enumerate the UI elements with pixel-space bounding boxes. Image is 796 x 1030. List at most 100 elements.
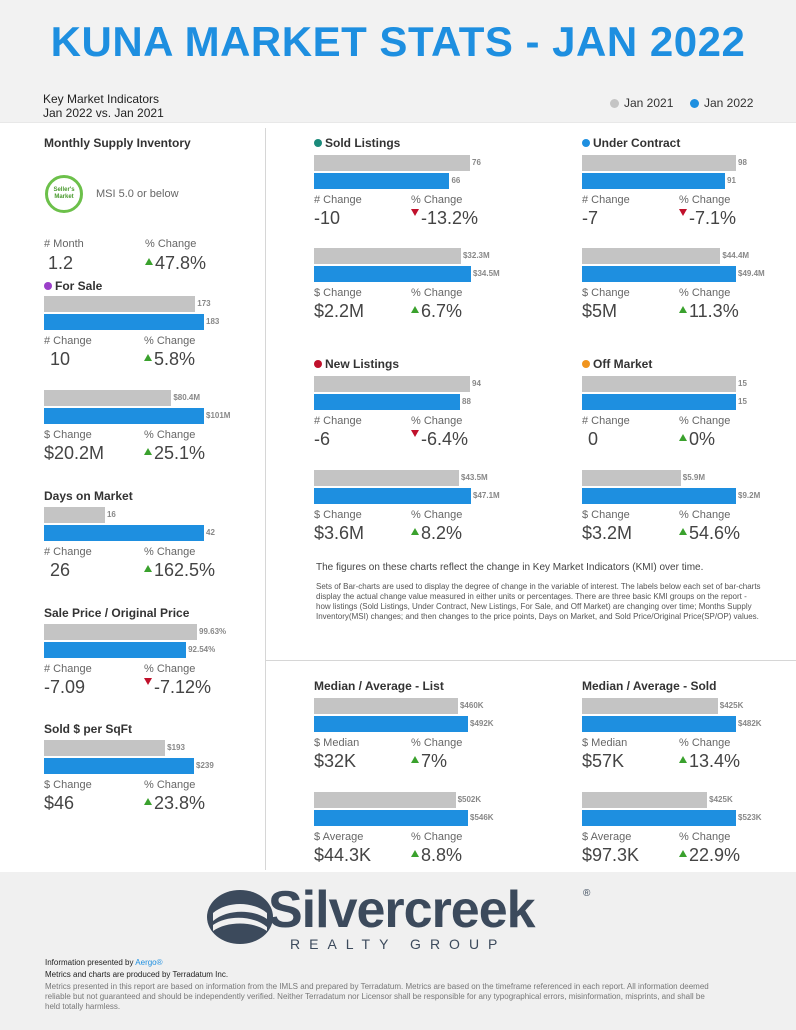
kmi-line2: Jan 2022 vs. Jan 2021	[43, 106, 164, 120]
change-label: $ Average	[314, 831, 364, 843]
change-label: # Change	[44, 663, 92, 675]
aergo-link[interactable]: Aergo®	[135, 958, 163, 967]
bar-jan2021	[582, 792, 708, 808]
bar-label-jan2022: 91	[727, 176, 736, 185]
change-label: # Change	[44, 546, 92, 558]
section-title-text: Sale Price / Original Price	[44, 606, 190, 620]
section-dot-icon	[314, 360, 322, 368]
bar-jan2021	[44, 296, 196, 312]
change-value: $46	[44, 793, 75, 813]
change-label: # Change	[582, 415, 630, 427]
change-label: # Change	[314, 194, 362, 206]
sellers-market-icon: Seller's Market	[45, 175, 83, 213]
msi-pct-value: 47.8%	[145, 253, 206, 274]
logo-subtitle: REALTY GROUP	[290, 936, 507, 952]
pct-value: 54.6%	[679, 523, 740, 544]
section-dot-icon	[44, 282, 52, 290]
bar-jan2021	[314, 470, 459, 486]
presented-by: Information presented by Aergo®	[45, 958, 163, 967]
down-arrow-icon	[679, 209, 687, 216]
section-dot-icon	[582, 139, 590, 147]
legend-label: Jan 2022	[704, 96, 754, 110]
change-value: 26	[50, 560, 71, 580]
change-label: # Change	[44, 335, 92, 347]
pct-label: % Change	[144, 779, 196, 791]
bar-label-jan2021: 99.63%	[199, 627, 227, 636]
pct-text: -13.2%	[421, 208, 479, 228]
section-title: Sold $ per SqFt	[44, 722, 132, 736]
pct-label: % Change	[679, 287, 731, 299]
bar-label-jan2021: 94	[472, 379, 481, 388]
bar-label-jan2021: $43.5M	[461, 473, 488, 482]
bar-label-jan2022: $101M	[206, 411, 231, 420]
pct-label: % Change	[679, 194, 731, 206]
bar-label-jan2021: $460K	[459, 701, 484, 710]
section-title: For Sale	[44, 279, 102, 293]
logo-wordmark: Silvercreek	[268, 881, 536, 939]
change-value: -6	[314, 429, 331, 449]
pct-label: % Change	[144, 546, 196, 558]
legend-dot-icon	[610, 98, 619, 108]
pct-text: 7%	[421, 751, 448, 771]
change-value: 0	[588, 429, 599, 449]
bar-label-jan2021: 16	[106, 510, 116, 519]
pct-text: 8.8%	[421, 845, 463, 865]
up-arrow-icon	[144, 565, 152, 572]
pct-text: 22.9%	[689, 845, 741, 865]
pct-value: 7%	[411, 751, 447, 772]
bar-label-jan2022: 92.54%	[188, 645, 216, 654]
pct-value: 23.8%	[144, 793, 205, 814]
change-label: $ Median	[314, 737, 360, 749]
pct-label: % Change	[679, 831, 731, 843]
change-value: -7	[582, 208, 599, 228]
bar-jan2021	[314, 698, 458, 714]
bar-jan2021	[44, 507, 105, 523]
bar-label-jan2022: $47.1M	[473, 491, 500, 500]
bar-label-jan2021: 173	[197, 299, 211, 308]
bar-jan2022	[582, 488, 736, 504]
change-value: $20.2M	[44, 443, 105, 463]
section-title-text: New Listings	[325, 357, 400, 371]
bar-jan2022	[44, 642, 187, 658]
change-label: $ Change	[582, 509, 630, 521]
up-arrow-icon	[679, 850, 687, 857]
pct-value: 6.7%	[411, 301, 462, 322]
section-title: Sold Listings	[314, 136, 400, 150]
change-value: -10	[314, 208, 341, 228]
bar-label-jan2022: $546K	[470, 813, 494, 822]
pct-label: % Change	[411, 194, 463, 206]
section-title: Median / Average - List	[314, 679, 444, 693]
bar-label-jan2022: $523K	[738, 813, 762, 822]
pct-value: 13.4%	[679, 751, 740, 772]
bar-label-jan2021: $5.9M	[682, 473, 705, 482]
section-title: Sale Price / Original Price	[44, 606, 189, 620]
pct-label: % Change	[411, 287, 463, 299]
bar-label-jan2021: 15	[738, 379, 747, 388]
bar-jan2022	[44, 408, 204, 424]
up-arrow-icon	[411, 850, 419, 857]
pct-label: % Change	[144, 663, 196, 675]
section-title-text: Sold Listings	[325, 136, 401, 150]
up-arrow-icon	[411, 528, 419, 535]
silvercreek-logo-icon	[207, 890, 273, 944]
up-arrow-icon	[144, 448, 152, 455]
change-value: $5M	[582, 301, 618, 321]
up-arrow-icon	[679, 306, 687, 313]
bar-jan2022	[314, 173, 450, 189]
pct-text: 8.2%	[421, 523, 463, 543]
bar-label-jan2021: $44.4M	[722, 251, 750, 260]
msi-pct-label: % Change	[145, 238, 197, 250]
pct-label: % Change	[679, 509, 731, 521]
section-title-text: Median / Average - List	[314, 679, 444, 693]
change-value: 10	[50, 349, 71, 369]
msi-title: Monthly Supply Inventory	[44, 136, 191, 150]
change-label: $ Change	[314, 287, 362, 299]
change-value: $32K	[314, 751, 357, 771]
bar-jan2021	[582, 248, 721, 264]
change-value: $57K	[582, 751, 625, 771]
change-label: $ Change	[44, 429, 92, 441]
pct-value: -6.4%	[411, 429, 468, 450]
pct-value: 162.5%	[144, 560, 215, 581]
change-label: $ Change	[44, 779, 92, 791]
section-title-text: Off Market	[593, 357, 653, 371]
